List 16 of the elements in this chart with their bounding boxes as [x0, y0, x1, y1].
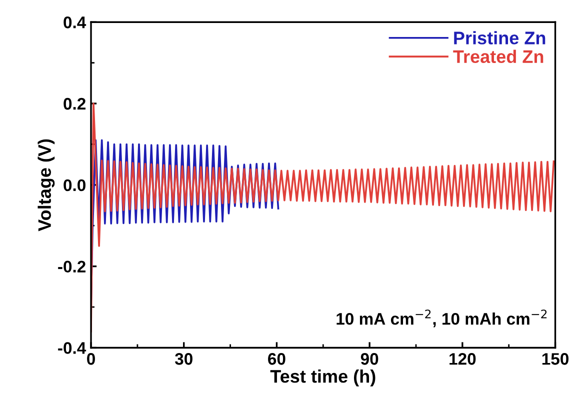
- x-tick-label: 120: [450, 353, 476, 365]
- x-tick-label: 60: [268, 353, 286, 365]
- x-tick-label: 0: [87, 353, 95, 365]
- x-axis-title: Test time (h): [270, 370, 376, 386]
- legend-label: Treated Zn: [453, 50, 544, 64]
- y-tick-label: 0.4: [64, 16, 86, 28]
- y-tick-label: -0.4: [58, 342, 86, 354]
- x-tick-label: 90: [360, 353, 378, 365]
- legend-label: Pristine Zn: [454, 31, 546, 44]
- y-axis-title: Voltage (V): [38, 139, 55, 232]
- x-tick-label: 30: [174, 353, 192, 365]
- x-tick-label: 150: [542, 353, 568, 365]
- y-tick-label: -0.2: [58, 260, 86, 273]
- y-tick-label: 0.0: [64, 179, 86, 192]
- annotation: 10 mA cm$^{−2}$, 10 mAh cm$^{−2}$: [336, 310, 547, 328]
- y-tick-label: 0.2: [64, 98, 86, 110]
